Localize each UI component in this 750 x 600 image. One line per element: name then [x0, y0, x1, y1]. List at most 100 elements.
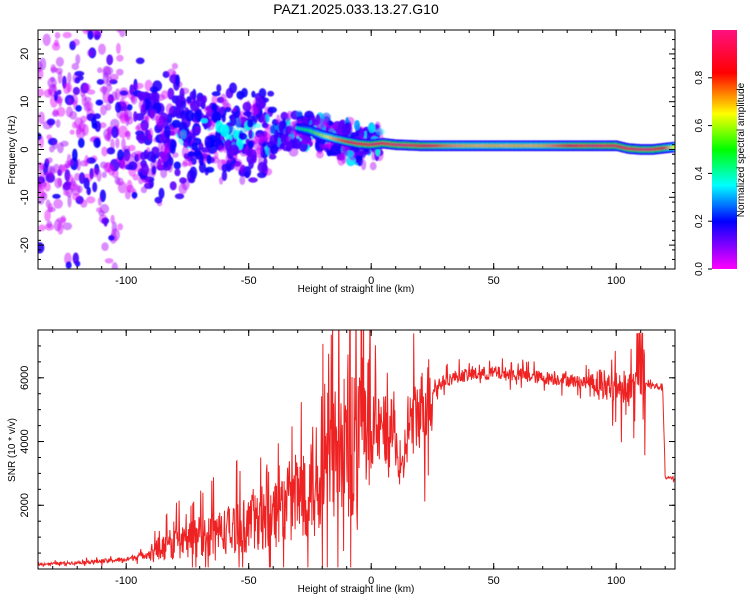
colorbar-tick-label: 0.8: [694, 70, 705, 84]
heatmap-cell: [241, 87, 248, 98]
heatmap-cell: [316, 150, 324, 159]
colorbar: 0.0 0.2 0.4 0.6 0.8 Normalized spectral ampl…: [694, 30, 747, 276]
heatmap-cell: [239, 175, 246, 185]
heatmap-cell: [84, 18, 89, 27]
snr-series-line: [38, 330, 675, 568]
heatmap-cell: [323, 118, 329, 128]
heatmap-cell: [371, 150, 376, 161]
x-tick-label: 0: [368, 575, 374, 587]
heatmap-cell: [220, 93, 227, 105]
heatmap-cell: [94, 34, 100, 41]
heatmap-cell: [251, 90, 256, 98]
heatmap-cell: [97, 67, 103, 74]
heatmap-cell: [72, 193, 81, 201]
heatmap-cell: [163, 161, 169, 168]
heatmap-cell: [221, 114, 226, 123]
heatmap-cell: [295, 110, 303, 117]
heatmap-cell: [243, 111, 253, 117]
heatmap-cell: [69, 129, 75, 135]
heatmap-cell: [53, 198, 63, 209]
x-tick-label: 100: [607, 575, 625, 587]
heatmap-cell: [46, 220, 53, 229]
heatmap-cell: [120, 160, 127, 170]
spectrogram-ylabel: Frequency (Hz): [7, 116, 18, 185]
heatmap-cell: [126, 179, 133, 193]
x-tick-label: 100: [607, 275, 625, 287]
heatmap-cell: [267, 90, 275, 97]
heatmap-layer: [38, 10, 675, 269]
heatmap-cell: [285, 112, 290, 123]
heatmap-cell: [211, 91, 221, 97]
heatmap-cell: [242, 101, 252, 112]
heatmap-cell: [106, 54, 114, 66]
heatmap-cell: [65, 106, 73, 118]
heatmap-cell: [117, 181, 127, 194]
heatmap-cell: [235, 116, 242, 130]
heatmap-cell: [74, 76, 81, 84]
heatmap-cell: [57, 89, 62, 95]
heatmap-cell: [255, 97, 265, 110]
heatmap-cell: [165, 103, 174, 115]
heatmap-cell: [83, 177, 90, 190]
heatmap-cell: [101, 85, 107, 96]
heatmap-cell: [100, 104, 107, 116]
heatmap-cell: [72, 38, 80, 46]
y-tick-label: -10: [19, 189, 31, 205]
heatmap-cell: [54, 177, 63, 189]
heatmap-cell: [238, 132, 248, 140]
heatmap-cell: [180, 87, 190, 95]
heatmap-cell: [81, 93, 87, 107]
heatmap-cell: [281, 118, 287, 129]
heatmap-cell: [135, 125, 141, 131]
heatmap-cell: [53, 16, 57, 25]
heatmap-cell: [342, 145, 349, 157]
heatmap-cell: [169, 126, 175, 136]
heatmap-cell: [179, 129, 187, 140]
heatmap-cell: [163, 125, 171, 139]
x-tick-label: -100: [115, 275, 137, 287]
x-tick-label: -50: [241, 275, 257, 287]
heatmap-cell: [83, 83, 91, 92]
heatmap-cell: [87, 49, 95, 57]
snr-xlabel: Height of straight line (km): [298, 584, 415, 595]
heatmap-cell: [84, 155, 89, 167]
heatmap-cell: [110, 214, 115, 224]
heatmap-cell: [369, 161, 377, 171]
heatmap-cell: [150, 91, 160, 102]
heatmap-cell: [148, 127, 154, 141]
heatmap-cell: [101, 171, 107, 178]
bottom-ticks: -100 -50 0 50 100 2000 4000 6000: [19, 329, 675, 587]
y-tick-label: 2000: [19, 493, 31, 517]
heatmap-cell: [181, 161, 188, 168]
heatmap-cell: [248, 177, 258, 183]
heatmap-cell: [95, 99, 104, 106]
heatmap-cell: [48, 30, 51, 31]
heatmap-cell: [216, 84, 222, 93]
heatmap-cell: [98, 43, 106, 55]
heatmap-cell: [91, 167, 99, 178]
heatmap-cell: [38, 196, 45, 205]
heatmap-cell: [78, 172, 86, 185]
heatmap-cell: [92, 11, 102, 20]
heatmap-cell: [115, 138, 120, 149]
heatmap-cell: [205, 166, 215, 173]
heatmap-cell: [63, 82, 71, 95]
heatmap-cell: [193, 126, 201, 135]
heatmap-cell: [193, 150, 203, 157]
heatmap-cell: [54, 32, 61, 39]
heatmap-cell: [84, 10, 93, 20]
heatmap-cell: [257, 161, 268, 173]
ridge-core: [672, 145, 675, 150]
snr-line-layer: [38, 330, 675, 568]
heatmap-cell: [126, 104, 133, 111]
heatmap-cell: [116, 68, 124, 76]
heatmap-cell: [146, 151, 155, 162]
heatmap-cell: [149, 109, 158, 121]
heatmap-cell: [335, 128, 343, 134]
heatmap-cell: [204, 136, 211, 149]
heatmap-cell: [128, 161, 138, 171]
heatmap-cell: [139, 151, 147, 161]
heatmap-cell: [173, 161, 181, 170]
